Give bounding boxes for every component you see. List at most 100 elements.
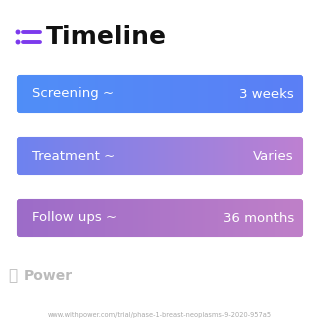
Bar bbox=[132, 130, 135, 182]
Bar bbox=[203, 68, 205, 120]
Bar bbox=[98, 68, 100, 120]
Bar bbox=[277, 192, 281, 244]
Bar bbox=[302, 192, 306, 244]
Bar bbox=[305, 68, 308, 120]
Bar bbox=[130, 68, 133, 120]
Bar bbox=[252, 68, 255, 120]
Bar bbox=[298, 192, 300, 244]
Text: Treatment ~: Treatment ~ bbox=[32, 149, 115, 163]
Bar bbox=[83, 192, 85, 244]
Bar bbox=[105, 130, 108, 182]
Bar bbox=[180, 68, 183, 120]
Bar bbox=[55, 68, 58, 120]
Bar bbox=[68, 192, 70, 244]
Bar bbox=[52, 130, 55, 182]
Bar bbox=[178, 68, 180, 120]
Bar bbox=[60, 130, 63, 182]
Bar bbox=[252, 130, 255, 182]
Bar bbox=[117, 130, 121, 182]
Bar bbox=[140, 130, 143, 182]
Text: Screening ~: Screening ~ bbox=[32, 88, 114, 100]
Bar bbox=[292, 192, 295, 244]
Bar bbox=[120, 68, 123, 120]
Bar bbox=[255, 192, 258, 244]
Bar bbox=[80, 192, 83, 244]
Bar bbox=[108, 192, 110, 244]
Bar bbox=[287, 192, 291, 244]
Bar bbox=[225, 68, 228, 120]
Bar bbox=[110, 68, 113, 120]
Bar bbox=[207, 68, 211, 120]
Bar bbox=[73, 68, 76, 120]
Bar bbox=[178, 130, 180, 182]
Bar bbox=[280, 68, 283, 120]
Bar bbox=[35, 130, 38, 182]
Bar bbox=[308, 130, 310, 182]
Bar bbox=[98, 192, 100, 244]
Bar bbox=[200, 130, 203, 182]
Bar bbox=[175, 68, 178, 120]
Bar bbox=[105, 68, 108, 120]
Bar bbox=[222, 68, 226, 120]
Bar bbox=[62, 130, 66, 182]
Bar bbox=[268, 130, 270, 182]
Bar bbox=[123, 192, 125, 244]
Bar bbox=[160, 130, 163, 182]
Bar bbox=[87, 130, 91, 182]
Bar bbox=[62, 192, 66, 244]
Bar bbox=[260, 68, 263, 120]
Bar bbox=[203, 130, 205, 182]
Bar bbox=[35, 68, 38, 120]
Bar bbox=[245, 192, 248, 244]
Bar bbox=[265, 192, 268, 244]
Bar bbox=[273, 130, 276, 182]
Bar bbox=[22, 68, 26, 120]
Bar bbox=[12, 192, 15, 244]
Bar bbox=[37, 68, 41, 120]
Bar bbox=[98, 130, 100, 182]
Bar bbox=[75, 130, 78, 182]
Bar bbox=[18, 192, 20, 244]
Bar bbox=[127, 68, 131, 120]
Bar bbox=[260, 130, 263, 182]
Bar bbox=[260, 192, 263, 244]
Bar bbox=[140, 192, 143, 244]
Bar bbox=[277, 68, 281, 120]
Bar bbox=[20, 130, 23, 182]
Bar bbox=[178, 192, 180, 244]
Bar bbox=[197, 68, 201, 120]
Bar bbox=[210, 68, 213, 120]
Bar bbox=[33, 192, 36, 244]
Text: Timeline: Timeline bbox=[46, 25, 167, 49]
Bar bbox=[113, 68, 116, 120]
Bar bbox=[148, 68, 150, 120]
Bar bbox=[130, 192, 133, 244]
Bar bbox=[298, 130, 300, 182]
Bar bbox=[250, 130, 253, 182]
Bar bbox=[270, 192, 273, 244]
Bar bbox=[45, 192, 48, 244]
Bar bbox=[77, 192, 81, 244]
Bar bbox=[85, 192, 88, 244]
Bar bbox=[160, 192, 163, 244]
Bar bbox=[153, 68, 156, 120]
Bar bbox=[250, 68, 253, 120]
Bar bbox=[87, 192, 91, 244]
Bar bbox=[142, 192, 146, 244]
Bar bbox=[182, 130, 186, 182]
Circle shape bbox=[16, 30, 20, 34]
Bar bbox=[92, 68, 95, 120]
Bar bbox=[68, 130, 70, 182]
Bar bbox=[285, 68, 288, 120]
Bar bbox=[95, 192, 98, 244]
Bar bbox=[295, 68, 298, 120]
Bar bbox=[172, 130, 175, 182]
Bar bbox=[65, 68, 68, 120]
Bar bbox=[230, 130, 233, 182]
Bar bbox=[120, 192, 123, 244]
Bar bbox=[25, 68, 28, 120]
Bar bbox=[127, 192, 131, 244]
Bar bbox=[175, 192, 178, 244]
Bar bbox=[247, 130, 251, 182]
Bar bbox=[167, 192, 171, 244]
